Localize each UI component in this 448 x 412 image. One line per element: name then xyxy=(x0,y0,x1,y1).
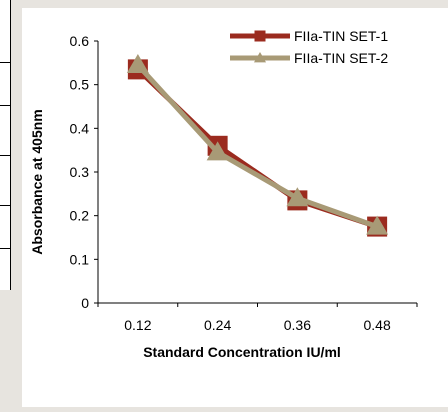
legend[interactable]: FIIa-TIN SET-1 FIIa-TIN SET-2 xyxy=(230,28,388,66)
y-axis-title: Absorbance at 405nm xyxy=(29,109,45,255)
y-tick-label: 0.6 xyxy=(70,33,90,49)
series-2 xyxy=(126,54,389,235)
triangle-marker xyxy=(286,187,309,207)
table-rule xyxy=(0,62,10,63)
y-tick-label: 0.4 xyxy=(70,120,90,136)
triangle-marker xyxy=(206,141,229,161)
series-line xyxy=(136,67,378,229)
table-rule xyxy=(0,205,10,206)
table-rule xyxy=(0,105,10,106)
y-tick-label: 0 xyxy=(81,295,89,311)
x-tick-label: 0.48 xyxy=(364,317,391,333)
partial-table-edge xyxy=(0,0,11,290)
table-rule xyxy=(0,155,10,156)
table-rule xyxy=(0,248,10,249)
x-tick-label: 0.24 xyxy=(204,317,231,333)
x-tick-label: 0.12 xyxy=(124,317,151,333)
y-tick-label: 0.5 xyxy=(70,77,90,93)
legend-label: FIIa-TIN SET-2 xyxy=(294,50,388,66)
chart-axes xyxy=(94,40,418,307)
square-marker xyxy=(254,30,266,42)
triangle-marker xyxy=(253,51,267,63)
series-line xyxy=(136,63,378,229)
series-1 xyxy=(127,59,388,237)
line-chart: 0 0.1 0.2 0.3 0.4 0.5 0.6 0.12 0.24 0.36 0.48 FII… xyxy=(29,28,418,360)
y-tick-label: 0.3 xyxy=(70,164,90,180)
y-tick-label: 0.2 xyxy=(70,208,90,224)
x-axis-title: Standard Concentration IU/ml xyxy=(143,344,341,360)
y-tick-labels: 0 0.1 0.2 0.3 0.4 0.5 0.6 xyxy=(70,33,90,311)
y-tick-label: 0.1 xyxy=(70,251,90,267)
triangle-marker xyxy=(126,54,149,74)
legend-item-1[interactable]: FIIa-TIN SET-1 xyxy=(230,28,388,44)
triangle-marker xyxy=(366,215,389,235)
chart-panel: 0 0.1 0.2 0.3 0.4 0.5 0.6 0.12 0.24 0.36 0.48 FII… xyxy=(22,8,448,407)
x-tick-label: 0.36 xyxy=(284,317,311,333)
legend-item-2[interactable]: FIIa-TIN SET-2 xyxy=(230,50,388,66)
series-layer xyxy=(126,54,389,237)
x-tick-labels: 0.12 0.24 0.36 0.48 xyxy=(124,317,391,333)
legend-label: FIIa-TIN SET-1 xyxy=(294,28,388,44)
